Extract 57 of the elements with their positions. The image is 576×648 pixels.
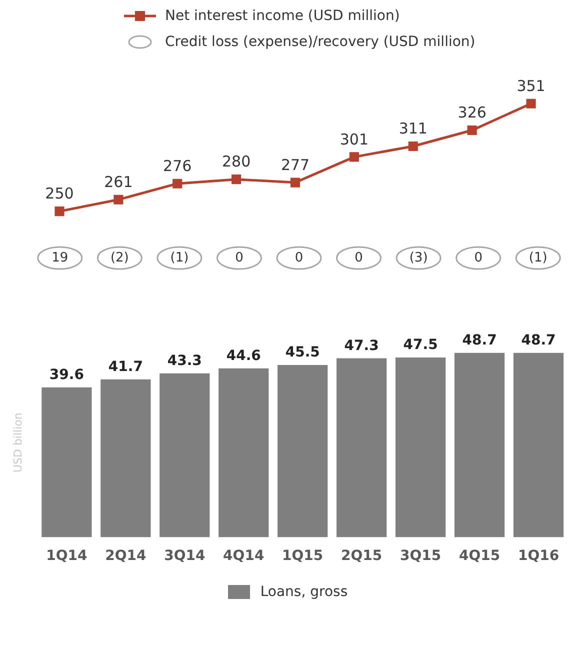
x-tick-label: 2Q14 [105, 548, 146, 564]
legend-label: Credit loss (expense)/recovery (USD million) [165, 34, 476, 50]
x-tick-label: 1Q14 [46, 548, 88, 564]
data-label: 44.6 [226, 348, 261, 364]
bar [454, 352, 505, 538]
data-label: 41.7 [108, 359, 143, 376]
data-label: 301 [340, 130, 369, 148]
point [526, 98, 536, 108]
bar [218, 368, 269, 538]
data-label: 19 [52, 250, 68, 266]
data-label: 0 [235, 250, 244, 266]
x-tick-label: 1Q16 [518, 548, 560, 564]
data-label: 0 [354, 250, 363, 266]
data-label: (3) [409, 250, 428, 266]
point [467, 125, 477, 136]
point [172, 178, 182, 188]
bar [100, 379, 151, 538]
data-label: 0 [294, 250, 304, 266]
x-tick-label: 2Q15 [341, 548, 382, 564]
data-label: 39.6 [49, 366, 84, 383]
data-label: 351 [516, 76, 546, 95]
data-label: 280 [222, 152, 251, 171]
point [54, 206, 64, 216]
data-label: 311 [398, 120, 428, 138]
data-label: 47.3 [344, 338, 379, 354]
data-label: 48.7 [462, 332, 497, 349]
point [408, 141, 418, 152]
bar [395, 357, 446, 538]
data-label: 276 [163, 156, 192, 175]
data-label: (1) [170, 250, 189, 266]
x-tick-label: 4Q14 [223, 548, 264, 564]
data-label: 326 [458, 104, 486, 122]
data-label: 48.7 [521, 332, 556, 349]
point [290, 178, 300, 188]
bar [42, 387, 92, 538]
x-tick-label: 1Q15 [282, 548, 324, 564]
data-label: 261 [104, 172, 133, 191]
x-tick-label: 3Q15 [400, 548, 442, 564]
point [232, 174, 242, 184]
data-label: 47.5 [403, 337, 438, 354]
data-label: 250 [45, 184, 74, 203]
point [349, 152, 359, 162]
x-tick-label: 3Q14 [164, 548, 206, 564]
data-label: (2) [110, 250, 129, 266]
legend-label: Net interest income (USD million) [165, 8, 400, 24]
bar [278, 365, 328, 538]
bar [513, 352, 564, 538]
bar [336, 358, 387, 538]
bar [160, 373, 210, 538]
data-label: 0 [474, 250, 482, 266]
data-label: (1) [528, 250, 548, 266]
legend-label: Loans, gross [260, 584, 348, 600]
point [114, 194, 124, 204]
x-tick-label: 4Q15 [458, 548, 500, 564]
data-label: 277 [280, 156, 310, 174]
data-label: 45.5 [285, 344, 320, 361]
data-label: 43.3 [167, 352, 202, 369]
